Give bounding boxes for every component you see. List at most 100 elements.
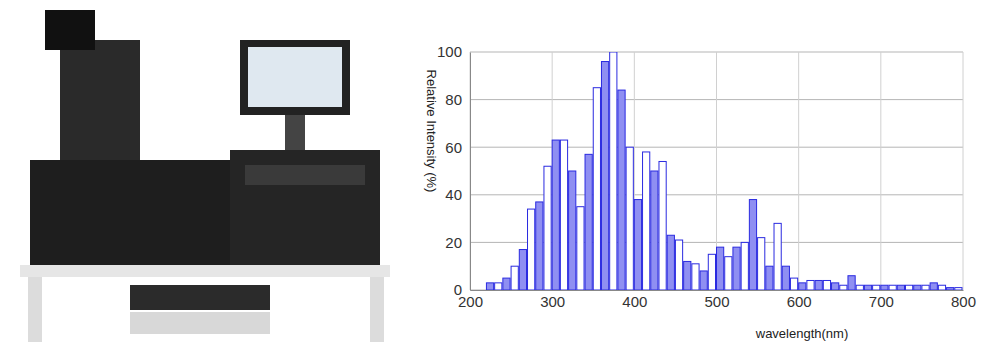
bar xyxy=(684,261,691,290)
bar xyxy=(651,171,658,290)
tick-label: 600 xyxy=(787,293,812,310)
tick-label: 800 xyxy=(951,293,976,310)
monitor-screen xyxy=(248,47,342,107)
bar xyxy=(634,200,641,290)
bar xyxy=(856,285,863,290)
bar xyxy=(840,285,847,290)
bar xyxy=(708,254,715,290)
bar xyxy=(643,152,650,290)
bar xyxy=(881,285,888,290)
tick: 200 xyxy=(458,290,483,310)
tick-label: 80 xyxy=(445,91,462,108)
bar xyxy=(552,140,559,290)
bar xyxy=(692,264,699,290)
tick: 500 xyxy=(704,290,729,310)
grid-line xyxy=(880,52,881,290)
bar xyxy=(486,283,493,290)
camera xyxy=(45,10,95,50)
tick: 40 xyxy=(445,186,470,203)
instrument xyxy=(130,312,270,334)
bar xyxy=(799,283,806,290)
bar xyxy=(741,242,748,290)
y-axis-title: Relative Intensity (%) xyxy=(424,70,439,193)
tick-label: 400 xyxy=(622,293,647,310)
tick-label: 60 xyxy=(445,139,462,156)
bar xyxy=(938,285,945,290)
grid xyxy=(470,52,963,290)
x-axis-title: wavelength(nm) xyxy=(755,326,849,341)
bars xyxy=(486,52,962,290)
bar xyxy=(766,266,773,290)
x-axis: 200 300 400 500 600 700 800 xyxy=(458,290,976,310)
grid-line xyxy=(798,52,799,290)
bar xyxy=(610,52,617,290)
bar xyxy=(774,223,781,290)
controller xyxy=(230,150,380,265)
tick-label: 40 xyxy=(445,186,462,203)
bar xyxy=(832,283,839,290)
table-top xyxy=(20,265,390,277)
bar xyxy=(733,247,740,290)
bar xyxy=(905,285,912,290)
grid-line xyxy=(963,52,964,290)
bar xyxy=(503,278,510,290)
bar xyxy=(815,280,822,290)
stage-base xyxy=(30,160,230,265)
bar xyxy=(544,166,551,290)
bar xyxy=(577,207,584,290)
bar xyxy=(873,285,880,290)
equipment-photo xyxy=(20,10,390,342)
bar xyxy=(618,90,625,290)
bar xyxy=(725,257,732,290)
bar xyxy=(914,285,921,290)
tick-label: 500 xyxy=(704,293,729,310)
bar xyxy=(782,266,789,290)
tick-label: 700 xyxy=(869,293,894,310)
bar xyxy=(585,154,592,290)
tick: 80 xyxy=(445,91,470,108)
bar xyxy=(528,209,535,290)
tick-label: 20 xyxy=(445,234,462,251)
bar xyxy=(560,140,567,290)
bar xyxy=(569,171,576,290)
panel xyxy=(245,165,365,185)
microscope xyxy=(60,40,140,160)
tick: 300 xyxy=(540,290,565,310)
bar xyxy=(519,250,526,290)
monitor-stand xyxy=(285,115,305,150)
bar xyxy=(807,280,814,290)
tick: 100 xyxy=(437,43,470,60)
tick: 400 xyxy=(622,290,647,310)
table-leg xyxy=(370,277,384,342)
bar xyxy=(536,202,543,290)
bar xyxy=(848,276,855,290)
bar xyxy=(897,285,904,290)
bar xyxy=(511,266,518,290)
bar xyxy=(667,235,674,290)
axis-line xyxy=(470,53,471,291)
bar xyxy=(947,288,954,290)
tick-label: 300 xyxy=(540,293,565,310)
bar xyxy=(864,285,871,290)
bar xyxy=(593,88,600,290)
tick: 20 xyxy=(445,234,470,251)
bar xyxy=(758,238,765,290)
bar xyxy=(675,240,682,290)
bar xyxy=(601,62,608,290)
tick-label: 200 xyxy=(458,293,483,310)
axis-line xyxy=(471,290,964,291)
bar xyxy=(955,288,962,290)
tick: 800 xyxy=(951,290,976,310)
bar xyxy=(495,283,502,290)
tick: 60 xyxy=(445,139,470,156)
grid-line xyxy=(470,52,471,290)
instrument xyxy=(130,285,270,310)
bar xyxy=(823,280,830,290)
bar xyxy=(626,147,633,290)
table-leg xyxy=(28,277,42,342)
bar xyxy=(889,285,896,290)
bar xyxy=(930,283,937,290)
bar xyxy=(922,285,929,290)
bar xyxy=(749,200,756,290)
bar xyxy=(790,278,797,290)
